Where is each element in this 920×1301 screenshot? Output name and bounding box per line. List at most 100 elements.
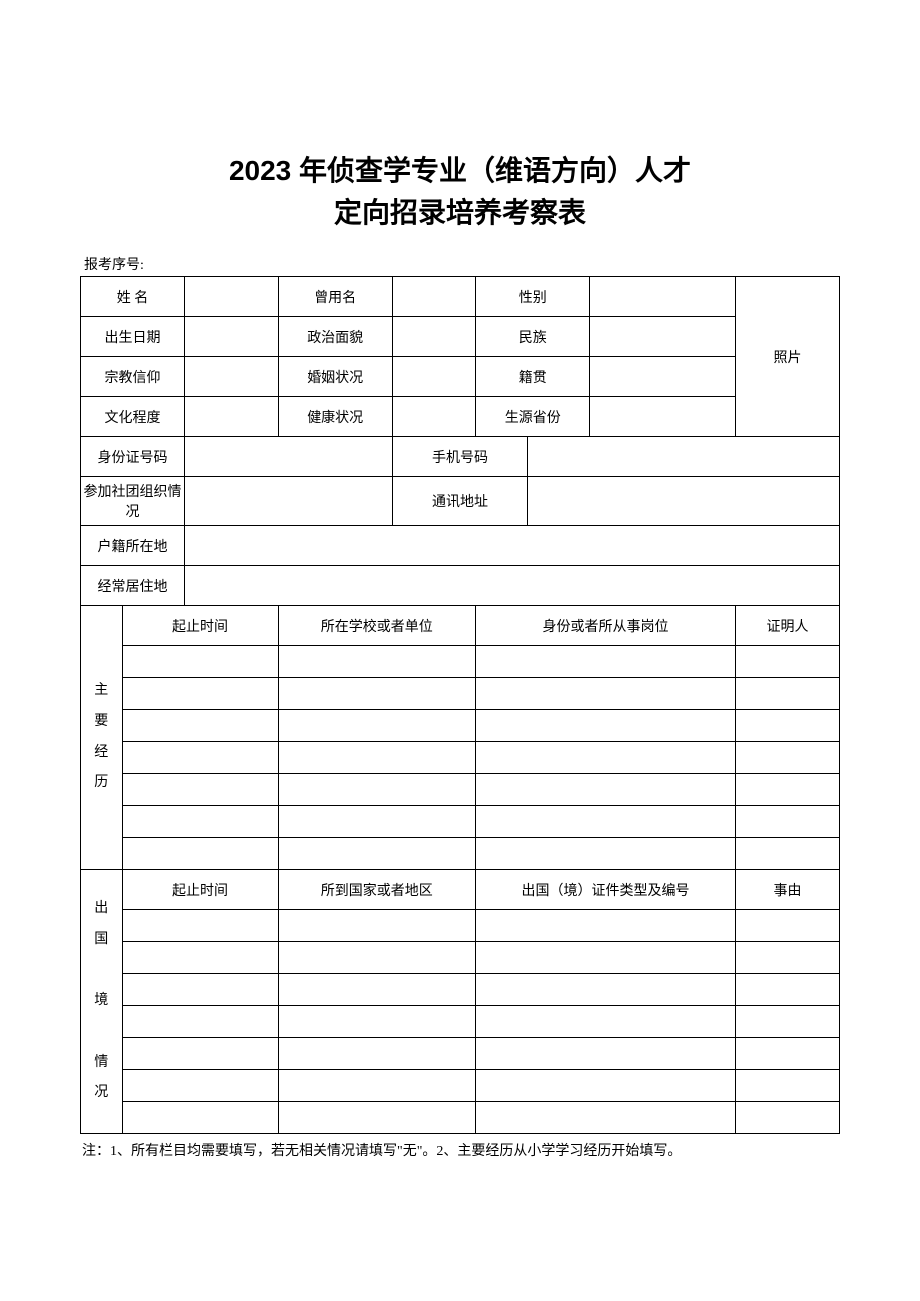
address-label: 通讯地址 [392, 477, 527, 526]
abroad-cell[interactable] [122, 1070, 278, 1102]
abroad-cell[interactable] [122, 1006, 278, 1038]
health-value[interactable] [392, 397, 475, 437]
experience-cell[interactable] [735, 646, 839, 678]
gender-value[interactable] [590, 277, 736, 317]
experience-cell[interactable] [476, 678, 736, 710]
abroad-cell[interactable] [278, 974, 476, 1006]
native-value[interactable] [590, 357, 736, 397]
abroad-cell[interactable] [278, 1102, 476, 1134]
gender-label: 性别 [476, 277, 590, 317]
org-label: 参加社团组织情况 [81, 477, 185, 526]
abroad-cell[interactable] [476, 974, 736, 1006]
abroad-cell[interactable] [735, 1070, 839, 1102]
experience-cell[interactable] [476, 806, 736, 838]
abroad-cell[interactable] [122, 974, 278, 1006]
residence-value[interactable] [184, 566, 839, 606]
experience-cell[interactable] [122, 838, 278, 870]
abroad-cell[interactable] [122, 1038, 278, 1070]
address-value[interactable] [528, 477, 840, 526]
experience-cell[interactable] [735, 774, 839, 806]
marriage-value[interactable] [392, 357, 475, 397]
experience-cell[interactable] [735, 838, 839, 870]
religion-label: 宗教信仰 [81, 357, 185, 397]
experience-cell[interactable] [278, 710, 476, 742]
experience-cell[interactable] [476, 646, 736, 678]
experience-cell[interactable] [476, 710, 736, 742]
abroad-cell[interactable] [122, 1102, 278, 1134]
photo-cell[interactable]: 照片 [735, 277, 839, 437]
experience-cell[interactable] [278, 742, 476, 774]
hukou-value[interactable] [184, 526, 839, 566]
abroad-cell[interactable] [476, 910, 736, 942]
abroad-cell[interactable] [476, 1038, 736, 1070]
experience-cell[interactable] [476, 742, 736, 774]
experience-cell[interactable] [278, 646, 476, 678]
native-label: 籍贯 [476, 357, 590, 397]
health-label: 健康状况 [278, 397, 392, 437]
experience-cell[interactable] [278, 774, 476, 806]
experience-cell[interactable] [122, 806, 278, 838]
abroad-cell[interactable] [735, 974, 839, 1006]
abroad-cell[interactable] [278, 910, 476, 942]
experience-cell[interactable] [278, 806, 476, 838]
political-value[interactable] [392, 317, 475, 357]
abroad-section-label: 出国境情况 [81, 870, 123, 1134]
source-value[interactable] [590, 397, 736, 437]
abroad-cell[interactable] [735, 1038, 839, 1070]
experience-witness-header: 证明人 [735, 606, 839, 646]
source-label: 生源省份 [476, 397, 590, 437]
abroad-cell[interactable] [122, 942, 278, 974]
experience-cell[interactable] [476, 774, 736, 806]
ethnic-label: 民族 [476, 317, 590, 357]
serial-number-label: 报考序号: [80, 254, 840, 274]
experience-cell[interactable] [122, 646, 278, 678]
abroad-reason-header: 事由 [735, 870, 839, 910]
abroad-cell[interactable] [278, 1070, 476, 1102]
experience-cell[interactable] [278, 838, 476, 870]
abroad-cell[interactable] [476, 942, 736, 974]
hukou-label: 户籍所在地 [81, 526, 185, 566]
abroad-cell[interactable] [735, 942, 839, 974]
experience-cell[interactable] [735, 742, 839, 774]
abroad-cell[interactable] [476, 1006, 736, 1038]
abroad-cell[interactable] [278, 1006, 476, 1038]
experience-cell[interactable] [122, 678, 278, 710]
education-label: 文化程度 [81, 397, 185, 437]
experience-cell[interactable] [122, 774, 278, 806]
political-label: 政治面貌 [278, 317, 392, 357]
abroad-cell[interactable] [122, 910, 278, 942]
title-line-1: 2023 年侦查学专业（维语方向）人才 [80, 150, 840, 192]
abroad-cell[interactable] [476, 1102, 736, 1134]
experience-cell[interactable] [122, 710, 278, 742]
org-value[interactable] [184, 477, 392, 526]
title-line-2: 定向招录培养考察表 [80, 192, 840, 234]
experience-cell[interactable] [735, 678, 839, 710]
phone-value[interactable] [528, 437, 840, 477]
abroad-cell[interactable] [735, 1102, 839, 1134]
ethnic-value[interactable] [590, 317, 736, 357]
experience-cell[interactable] [476, 838, 736, 870]
id-value[interactable] [184, 437, 392, 477]
former-name-value[interactable] [392, 277, 475, 317]
experience-role-header: 身份或者所从事岗位 [476, 606, 736, 646]
experience-cell[interactable] [735, 806, 839, 838]
name-label: 姓 名 [81, 277, 185, 317]
name-value[interactable] [184, 277, 278, 317]
footnote: 注：1、所有栏目均需要填写，若无相关情况请填写"无"。2、主要经历从小学学习经历… [80, 1140, 840, 1160]
residence-label: 经常居住地 [81, 566, 185, 606]
experience-cell[interactable] [122, 742, 278, 774]
abroad-doc-header: 出国（境）证件类型及编号 [476, 870, 736, 910]
abroad-cell[interactable] [476, 1070, 736, 1102]
birth-label: 出生日期 [81, 317, 185, 357]
abroad-cell[interactable] [735, 910, 839, 942]
abroad-cell[interactable] [735, 1006, 839, 1038]
abroad-time-header: 起止时间 [122, 870, 278, 910]
education-value[interactable] [184, 397, 278, 437]
experience-cell[interactable] [278, 678, 476, 710]
religion-value[interactable] [184, 357, 278, 397]
marriage-label: 婚姻状况 [278, 357, 392, 397]
experience-cell[interactable] [735, 710, 839, 742]
abroad-cell[interactable] [278, 942, 476, 974]
abroad-cell[interactable] [278, 1038, 476, 1070]
birth-value[interactable] [184, 317, 278, 357]
